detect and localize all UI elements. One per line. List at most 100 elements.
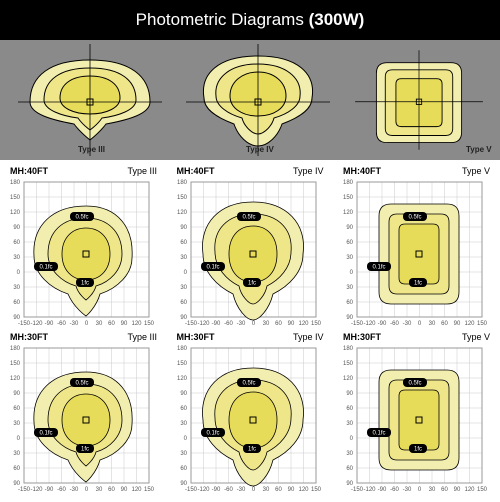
top-shape-type3 <box>10 40 170 160</box>
svg-text:60: 60 <box>108 487 115 493</box>
grid-plots: MH:40FTType III -150-120-90-60-300306090… <box>0 160 500 502</box>
svg-text:150: 150 <box>176 195 187 201</box>
svg-text:-60: -60 <box>57 321 66 327</box>
svg-text:0.1fc: 0.1fc <box>206 265 219 271</box>
svg-text:-150: -150 <box>351 487 364 493</box>
svg-text:150: 150 <box>477 321 488 327</box>
svg-text:60: 60 <box>441 321 448 327</box>
svg-text:0.1fc: 0.1fc <box>39 431 52 437</box>
svg-text:60: 60 <box>13 406 20 412</box>
svg-text:1fc: 1fc <box>414 281 422 287</box>
svg-text:-90: -90 <box>211 321 220 327</box>
svg-text:60: 60 <box>108 321 115 327</box>
plot-type3: MH:40FTType III -150-120-90-60-300306090… <box>4 166 163 326</box>
svg-text:-30: -30 <box>70 487 79 493</box>
svg-text:180: 180 <box>176 346 187 352</box>
svg-text:90: 90 <box>454 321 461 327</box>
svg-text:180: 180 <box>176 180 187 186</box>
svg-text:0.1fc: 0.1fc <box>206 431 219 437</box>
svg-text:-60: -60 <box>57 487 66 493</box>
svg-text:-120: -120 <box>30 321 43 327</box>
top-diagram-band: Type III Type IV Type V <box>0 40 500 160</box>
svg-text:30: 30 <box>180 255 187 261</box>
svg-text:1fc: 1fc <box>414 447 422 453</box>
svg-text:30: 30 <box>180 285 187 291</box>
plot-type: Type III <box>127 332 157 342</box>
svg-text:0: 0 <box>418 487 422 493</box>
svg-text:60: 60 <box>275 487 282 493</box>
svg-text:120: 120 <box>464 487 475 493</box>
svg-text:-90: -90 <box>211 487 220 493</box>
svg-text:-60: -60 <box>224 487 233 493</box>
svg-text:90: 90 <box>180 481 187 487</box>
svg-text:1fc: 1fc <box>247 447 255 453</box>
svg-text:-30: -30 <box>236 321 245 327</box>
plot-type5: MH:40FTType V -150-120-90-60-30030609012… <box>337 166 496 326</box>
svg-text:1fc: 1fc <box>81 447 89 453</box>
svg-text:-120: -120 <box>30 487 43 493</box>
svg-text:30: 30 <box>13 255 20 261</box>
svg-text:180: 180 <box>343 180 354 186</box>
svg-text:120: 120 <box>131 321 142 327</box>
svg-text:90: 90 <box>346 481 353 487</box>
svg-text:150: 150 <box>176 361 187 367</box>
svg-text:60: 60 <box>180 300 187 306</box>
svg-text:180: 180 <box>343 346 354 352</box>
plot-type4: MH:30FTType IV -150-120-90-60-3003060901… <box>171 332 330 492</box>
plot-mh: MH:40FT <box>343 166 381 176</box>
svg-text:120: 120 <box>176 210 187 216</box>
svg-text:120: 120 <box>298 321 309 327</box>
svg-text:30: 30 <box>180 451 187 457</box>
svg-text:30: 30 <box>262 321 269 327</box>
svg-text:30: 30 <box>262 487 269 493</box>
svg-text:90: 90 <box>13 481 20 487</box>
svg-text:-120: -120 <box>363 487 376 493</box>
svg-text:60: 60 <box>346 300 353 306</box>
svg-text:90: 90 <box>13 391 20 397</box>
svg-text:1fc: 1fc <box>81 281 89 287</box>
svg-text:0.1fc: 0.1fc <box>372 431 385 437</box>
svg-text:120: 120 <box>298 487 309 493</box>
svg-text:60: 60 <box>13 240 20 246</box>
svg-text:-90: -90 <box>45 321 54 327</box>
svg-text:0: 0 <box>251 487 255 493</box>
top-label: Type IV <box>246 145 274 154</box>
plot-mh: MH:30FT <box>177 332 215 342</box>
svg-text:150: 150 <box>310 321 321 327</box>
svg-text:0: 0 <box>251 321 255 327</box>
plot-type: Type IV <box>293 332 324 342</box>
svg-text:30: 30 <box>13 451 20 457</box>
svg-text:-150: -150 <box>184 321 197 327</box>
svg-text:0: 0 <box>17 270 21 276</box>
svg-text:0.5fc: 0.5fc <box>242 381 255 387</box>
plot-mh: MH:40FT <box>177 166 215 176</box>
svg-text:-90: -90 <box>378 321 387 327</box>
svg-text:90: 90 <box>13 315 20 321</box>
svg-text:60: 60 <box>346 466 353 472</box>
plot-type3: MH:30FTType III -150-120-90-60-300306090… <box>4 332 163 492</box>
top-shape-type4 <box>178 40 338 160</box>
svg-text:120: 120 <box>176 376 187 382</box>
svg-text:90: 90 <box>346 391 353 397</box>
svg-text:120: 120 <box>131 487 142 493</box>
svg-text:60: 60 <box>441 487 448 493</box>
svg-text:90: 90 <box>13 225 20 231</box>
svg-text:0: 0 <box>183 436 187 442</box>
plot-type4: MH:40FTType IV -150-120-90-60-3003060901… <box>171 166 330 326</box>
plot-type5: MH:30FTType V -150-120-90-60-30030609012… <box>337 332 496 492</box>
svg-text:-90: -90 <box>45 487 54 493</box>
svg-text:-60: -60 <box>390 321 399 327</box>
svg-text:30: 30 <box>13 285 20 291</box>
svg-text:150: 150 <box>343 195 354 201</box>
page-title: Photometric Diagrams (300W) <box>0 0 500 40</box>
plot-mh: MH:40FT <box>10 166 48 176</box>
svg-text:90: 90 <box>121 487 128 493</box>
svg-text:60: 60 <box>180 406 187 412</box>
svg-text:90: 90 <box>346 315 353 321</box>
svg-text:60: 60 <box>346 406 353 412</box>
svg-text:120: 120 <box>464 321 475 327</box>
svg-text:90: 90 <box>287 487 294 493</box>
svg-text:-60: -60 <box>390 487 399 493</box>
svg-text:150: 150 <box>477 487 488 493</box>
svg-text:90: 90 <box>454 487 461 493</box>
